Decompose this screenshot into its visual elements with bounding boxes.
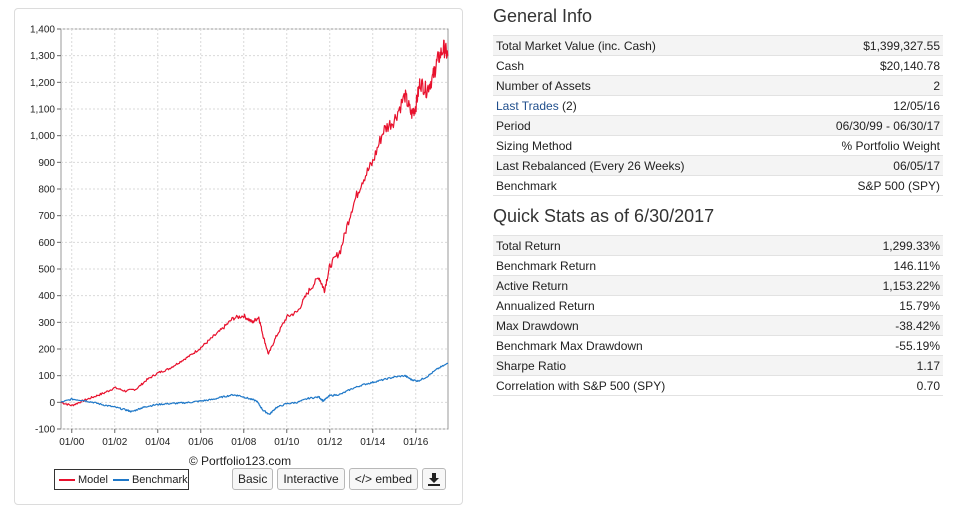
general-info-value: 06/05/17 [780, 155, 943, 176]
y-tick-label: -100 [35, 425, 55, 436]
general-info-row: Last Trades (2) 12/05/16 [493, 95, 943, 116]
general-info-label: Number of Assets [493, 75, 781, 96]
last-trades-link[interactable]: Last Trades [496, 98, 559, 113]
quick-stats-label: Sharpe Ratio [493, 355, 824, 376]
quick-stats-row: Benchmark Max Drawdown -55.19% [493, 335, 943, 356]
model-series-line [60, 39, 449, 407]
quick-stats-value: 15.79% [823, 295, 943, 316]
y-tick-label: 1,200 [30, 78, 55, 89]
y-tick-label: 100 [38, 371, 55, 382]
performance-chart-panel: -100 0 100 200 300 400 500 600 700 800 900 1,000 1,1… [14, 8, 463, 505]
quick-stats-value: 0.70 [823, 375, 943, 396]
y-tick-label: 800 [38, 185, 55, 196]
y-tick-label: 300 [38, 318, 55, 329]
general-info-label: Total Market Value (inc. Cash) [493, 35, 781, 56]
general-info-value: 06/30/99 - 06/30/17 [780, 115, 943, 136]
quick-stats-value: -55.19% [823, 335, 943, 356]
quick-stats-row: Benchmark Return 146.11% [493, 255, 943, 276]
general-info-label: Benchmark [493, 175, 781, 196]
general-info-label: Last Trades (2) [493, 95, 781, 116]
quick-stats-row: Correlation with S&P 500 (SPY) 0.70 [493, 375, 943, 396]
chart-legend: Model Benchmark [54, 469, 189, 490]
quick-stats-row: Annualized Return 15.79% [493, 295, 943, 316]
general-info-value: $1,399,327.55 [780, 35, 943, 56]
quick-stats-row: Total Return 1,299.33% [493, 235, 943, 256]
x-tick-label: 01/06 [188, 437, 213, 448]
y-tick-label: 1,100 [30, 105, 55, 116]
general-info-row: Period 06/30/99 - 06/30/17 [493, 115, 943, 136]
quick-stats-value: 1.17 [823, 355, 943, 376]
download-button[interactable] [422, 468, 447, 490]
x-tick-label: 01/00 [59, 437, 84, 448]
y-tick-label: 1,300 [30, 51, 55, 62]
general-info-value: S&P 500 (SPY) [780, 175, 943, 196]
general-info-row: Number of Assets 2 [493, 75, 943, 96]
quick-stats-row: Sharpe Ratio 1.17 [493, 355, 943, 376]
general-info-value: $20,140.78 [780, 55, 943, 76]
chart-buttons: Basic Interactive </> embed [232, 468, 447, 490]
quick-stats-label: Benchmark Return [493, 255, 824, 276]
legend-swatch-benchmark [112, 478, 129, 481]
y-tick-label: 1,400 [30, 25, 55, 36]
x-tick-label: 01/04 [145, 437, 170, 448]
basic-button[interactable]: Basic [232, 468, 274, 490]
x-tick-label: 01/12 [317, 437, 342, 448]
quick-stats-value: 146.11% [823, 255, 943, 276]
general-info-label: Last Rebalanced (Every 26 Weeks) [493, 155, 781, 176]
y-tick-label: 1,000 [30, 131, 55, 142]
x-tick-label: 01/08 [231, 437, 256, 448]
general-info-row: Benchmark S&P 500 (SPY) [493, 175, 943, 196]
x-tick-label: 01/10 [274, 437, 299, 448]
general-info-label: Sizing Method [493, 135, 781, 156]
chart-copyright: © Portfolio123.com [188, 454, 292, 468]
general-info-table: Total Market Value (inc. Cash) $1,399,327… [493, 35, 943, 196]
general-info-label: Cash [493, 55, 781, 76]
general-info-label: Period [493, 115, 781, 136]
performance-chart: -100 0 100 200 300 400 500 600 700 800 900 1,000 1,1… [30, 25, 449, 448]
y-tick-label: 0 [49, 398, 55, 409]
plot-area [60, 28, 449, 430]
general-info-row: Sizing Method% Portfolio Weight [493, 135, 943, 156]
quick-stats-title: Quick Stats as of 6/30/2017 [493, 206, 715, 226]
quick-stats-row: Active Return 1,153.22% [493, 275, 943, 296]
last-trades-count: (2) [558, 98, 577, 113]
quick-stats-label: Active Return [493, 275, 824, 296]
quick-stats-label: Max Drawdown [493, 315, 824, 336]
quick-stats-value: 1,153.22% [823, 275, 943, 296]
quick-stats-label: Annualized Return [493, 295, 824, 316]
benchmark-series-line [60, 362, 448, 415]
y-tick-label: 700 [38, 211, 55, 222]
legend-swatch-model [59, 478, 75, 481]
y-tick-label: 500 [38, 265, 55, 276]
legend-label-model: Model [78, 473, 108, 486]
x-tick-label: 01/14 [360, 437, 385, 448]
y-tick-label: 200 [38, 345, 55, 356]
general-info-value: 2 [780, 75, 943, 96]
y-tick-label: 900 [38, 158, 55, 169]
quick-stats-table: Total Return 1,299.33% Benchmark Return 146… [493, 235, 943, 396]
x-tick-label: 01/02 [102, 437, 127, 448]
x-tick-label: 01/16 [403, 437, 428, 448]
y-tick-label: 400 [38, 291, 55, 302]
legend-item-model[interactable]: Model [59, 474, 108, 486]
quick-stats-row: Max Drawdown -38.42% [493, 315, 943, 336]
general-info-row: Last Rebalanced (Every 26 Weeks) 06/05/17 [493, 155, 943, 176]
general-info-row: Total Market Value (inc. Cash) $1,399,327… [493, 35, 943, 56]
quick-stats-label: Total Return [493, 235, 824, 256]
info-panel: General Info Total Market Value (inc. Ca… [493, 6, 943, 396]
y-tick-label: 600 [38, 238, 55, 249]
quick-stats-value: 1,299.33% [823, 235, 943, 256]
embed-button[interactable]: </> embed [348, 468, 419, 490]
legend-label-benchmark: Benchmark [131, 473, 188, 486]
quick-stats-label: Correlation with S&P 500 (SPY) [493, 375, 824, 396]
quick-stats-label: Benchmark Max Drawdown [493, 335, 824, 356]
general-info-value: % Portfolio Weight [780, 135, 943, 156]
general-info-title: General Info [493, 6, 593, 26]
interactive-button[interactable]: Interactive [277, 468, 345, 490]
general-info-row: Cash $20,140.78 [493, 55, 943, 76]
download-icon [428, 472, 441, 486]
legend-item-benchmark[interactable]: Benchmark [112, 473, 188, 486]
quick-stats-value: -38.42% [823, 315, 943, 336]
general-info-value[interactable]: 12/05/16 [780, 95, 943, 116]
